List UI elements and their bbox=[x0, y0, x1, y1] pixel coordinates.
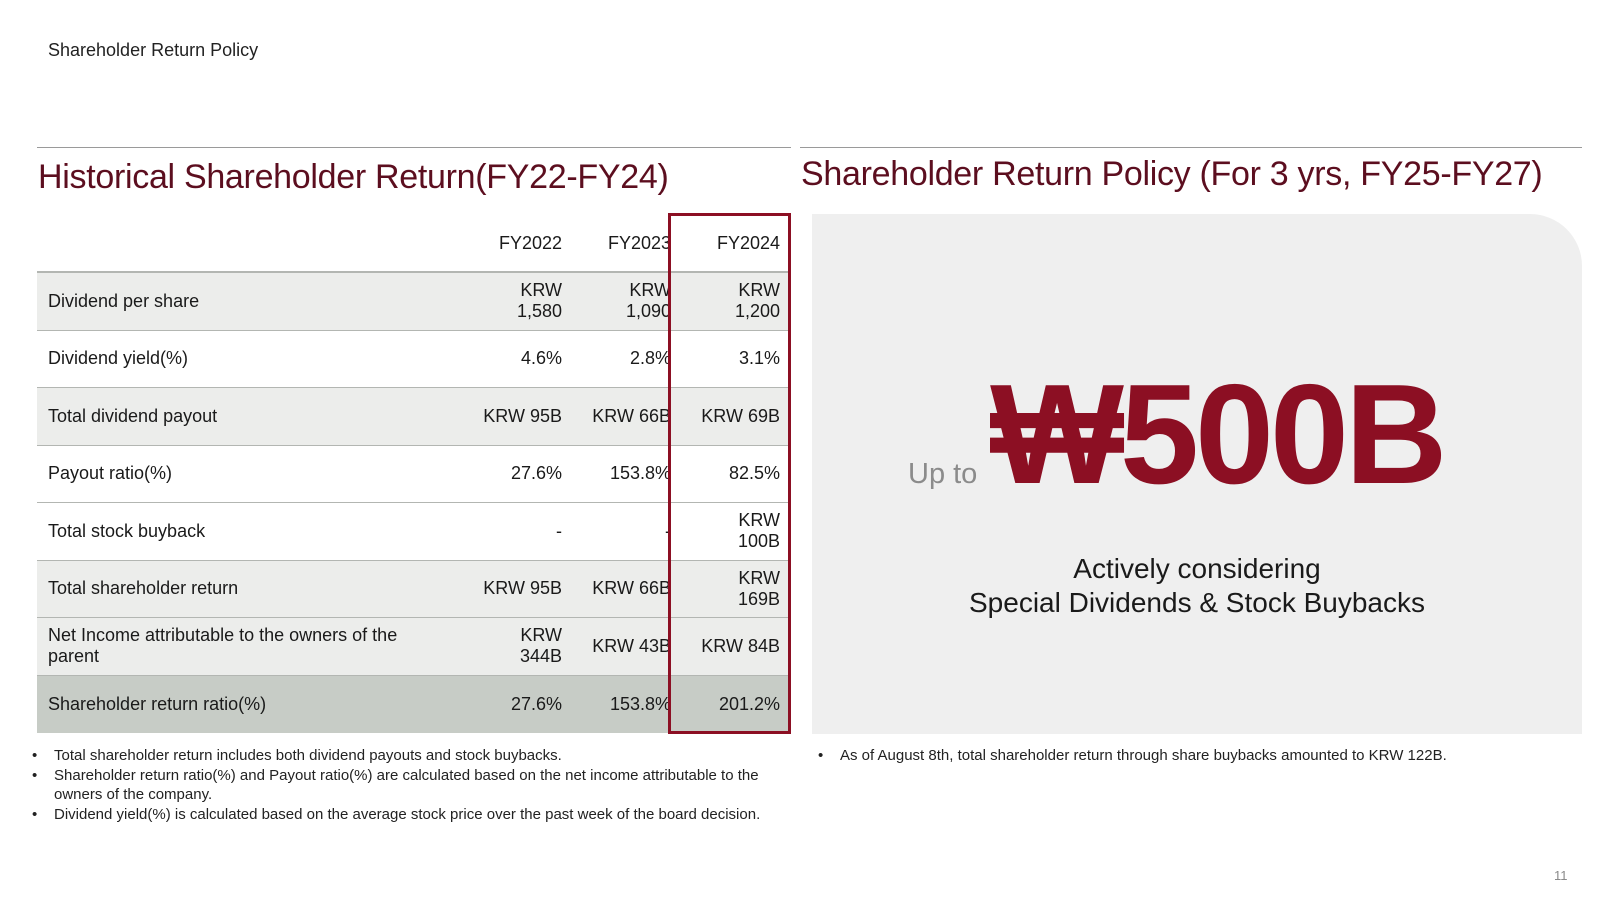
column-header-fy2024: FY2024 bbox=[716, 232, 780, 253]
cell-value: 27.6% bbox=[510, 693, 562, 714]
page-number: 11 bbox=[1554, 868, 1568, 883]
left-divider bbox=[37, 147, 791, 148]
table-row: Total shareholder return KRW 95B KRW 66B… bbox=[37, 560, 791, 618]
row-label: Net Income attributable to the owners of… bbox=[48, 625, 398, 667]
row-label: Shareholder return ratio(%) bbox=[48, 693, 267, 714]
cell-value: KRW 66B bbox=[592, 405, 671, 426]
cell-value: KRW 95B bbox=[483, 405, 562, 426]
cell-value: KRW 1,580 bbox=[516, 280, 562, 322]
cell-value: KRW 43B bbox=[592, 635, 671, 656]
right-divider bbox=[800, 147, 1582, 148]
cell-value: 82.5% bbox=[728, 463, 780, 484]
policy-line-2: Special Dividends & Stock Buybacks bbox=[969, 587, 1425, 618]
cell-value: 153.8% bbox=[609, 693, 671, 714]
cell-value: KRW 95B bbox=[483, 578, 562, 599]
cell-value: 3.1% bbox=[738, 348, 780, 369]
table-row: Dividend per share KRW 1,580 KRW 1,090 K… bbox=[37, 273, 791, 331]
table-row: Total stock buyback - - KRW 100B bbox=[37, 503, 791, 561]
cell-value: KRW 100B bbox=[737, 510, 780, 552]
policy-panel bbox=[812, 214, 1582, 734]
historical-return-title: Historical Shareholder Return(FY22-FY24) bbox=[38, 158, 669, 196]
row-label: Dividend per share bbox=[48, 290, 200, 311]
footnote-item: Dividend yield(%) is calculated based on… bbox=[32, 805, 772, 825]
table-footnotes: Total shareholder return includes both d… bbox=[32, 746, 772, 824]
policy-footnotes: As of August 8th, total shareholder retu… bbox=[818, 746, 1578, 766]
row-label: Total dividend payout bbox=[48, 405, 218, 426]
cell-value: 201.2% bbox=[718, 693, 780, 714]
table-row: Dividend yield(%) 4.6% 2.8% 3.1% bbox=[37, 330, 791, 388]
cell-value: 4.6% bbox=[520, 348, 562, 369]
cell-value: KRW 1,200 bbox=[734, 280, 780, 322]
table-row: Total dividend payout KRW 95B KRW 66B KR… bbox=[37, 388, 791, 446]
up-to-label: Up to bbox=[908, 458, 978, 490]
cell-value: KRW 69B bbox=[701, 405, 780, 426]
policy-description: Actively considering Special Dividends &… bbox=[812, 552, 1582, 620]
footnote-item: Total shareholder return includes both d… bbox=[32, 746, 772, 766]
row-label: Total shareholder return bbox=[48, 578, 239, 599]
column-header-fy2022: FY2022 bbox=[498, 232, 562, 253]
row-label: Total stock buyback bbox=[48, 520, 206, 541]
page-header: Shareholder Return Policy bbox=[48, 40, 259, 60]
cell-value: 2.8% bbox=[629, 348, 671, 369]
cell-value: - bbox=[665, 520, 671, 541]
table-row: Net Income attributable to the owners of… bbox=[37, 618, 791, 676]
cell-value: KRW 84B bbox=[701, 635, 780, 656]
policy-line-1: Actively considering bbox=[1073, 553, 1321, 584]
shareholder-return-table: FY2022 FY2023 FY2024 Dividend per share … bbox=[37, 215, 791, 733]
row-label: Dividend yield(%) bbox=[48, 348, 189, 369]
return-amount: ₩500B bbox=[990, 355, 1447, 514]
table-row: Payout ratio(%) 27.6% 153.8% 82.5% bbox=[37, 445, 791, 503]
footnote-item: As of August 8th, total shareholder retu… bbox=[818, 746, 1578, 766]
cell-value: 153.8% bbox=[609, 463, 671, 484]
column-header-fy2023: FY2023 bbox=[607, 232, 671, 253]
return-policy-title: Shareholder Return Policy (For 3 yrs, FY… bbox=[801, 155, 1543, 193]
cell-value: - bbox=[556, 520, 562, 541]
footnote-item: Shareholder return ratio(%) and Payout r… bbox=[32, 766, 772, 805]
cell-value: KRW 344B bbox=[519, 625, 562, 667]
table-row-total: Shareholder return ratio(%) 27.6% 153.8%… bbox=[37, 675, 791, 733]
table-header-row: FY2022 FY2023 FY2024 bbox=[37, 215, 791, 273]
cell-value: KRW 169B bbox=[737, 567, 780, 609]
row-label: Payout ratio(%) bbox=[48, 463, 173, 484]
cell-value: 27.6% bbox=[510, 463, 562, 484]
cell-value: KRW 66B bbox=[592, 578, 671, 599]
cell-value: KRW 1,090 bbox=[625, 280, 671, 322]
